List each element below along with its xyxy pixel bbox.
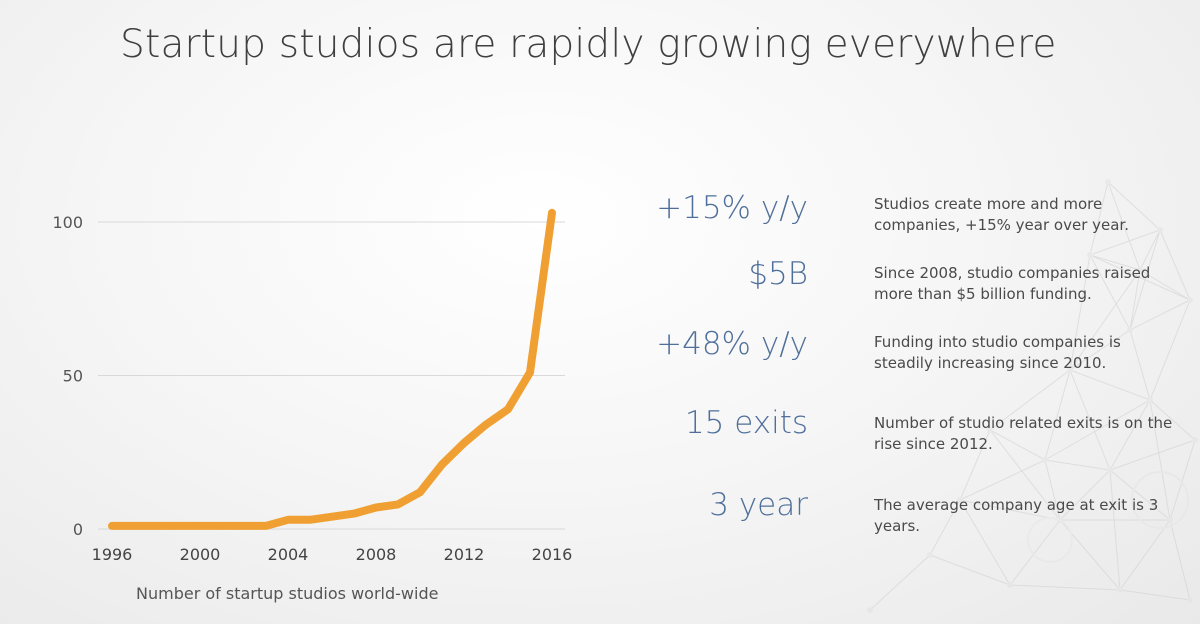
y-axis-ticks: 0 50 100 xyxy=(52,213,83,539)
x-axis-ticks: 1996 2000 2004 2008 2012 2016 xyxy=(92,545,573,564)
chart-caption: Number of startup studios world-wide xyxy=(136,584,439,603)
x-tick-label: 2008 xyxy=(356,545,397,564)
y-tick-label: 0 xyxy=(73,520,83,539)
stat-desc-funding: Since 2008, studio companies raised more… xyxy=(874,264,1151,303)
x-tick-label: 2016 xyxy=(532,545,573,564)
x-tick-label: 2012 xyxy=(444,545,485,564)
x-tick-label: 2000 xyxy=(180,545,221,564)
series-line xyxy=(108,208,556,530)
stat-value-exit-age: 3 year xyxy=(709,487,808,523)
y-tick-label: 100 xyxy=(52,213,83,232)
x-tick-label: 2004 xyxy=(268,545,309,564)
y-tick-label: 50 xyxy=(63,367,83,386)
stat-desc-exit-age: The average company age at exit is 3 yea… xyxy=(874,496,1159,535)
series-line-group xyxy=(108,208,556,530)
stat-value-funding-growth: +48% y/y xyxy=(656,326,808,362)
stat-value-growth: +15% y/y xyxy=(656,190,808,226)
x-tick-label: 1996 xyxy=(92,545,133,564)
stat-desc-funding-growth: Funding into studio companies is steadil… xyxy=(874,333,1121,372)
stat-desc-growth: Studios create more and more companies, … xyxy=(874,195,1129,234)
page-title: Startup studios are rapidly growing ever… xyxy=(120,22,1057,67)
stat-desc-exits: Number of studio related exits is on the… xyxy=(874,414,1173,453)
stat-value-funding: $5B xyxy=(748,256,808,292)
stat-value-exits: 15 exits xyxy=(684,405,808,441)
chart-gridlines xyxy=(98,221,565,530)
